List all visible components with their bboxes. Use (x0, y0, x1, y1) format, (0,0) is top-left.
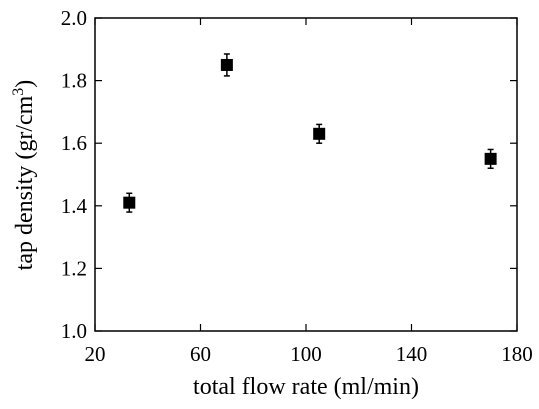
y-tick-label: 1.8 (61, 69, 87, 93)
point (220, 58, 233, 71)
point (123, 196, 136, 209)
y-tick-label: 1.4 (61, 194, 88, 218)
y-label-end: ) (12, 80, 38, 88)
plot-frame (94, 17, 518, 332)
y-label-text: tap density (gr/cm (12, 95, 38, 270)
x-tick-label: 20 (85, 342, 106, 366)
y-axis-label: tap density (gr/cm3) (10, 80, 38, 271)
y-label-sup: 3 (10, 88, 27, 96)
point (313, 127, 326, 140)
point (484, 152, 497, 165)
y-tick-label: 1.2 (61, 256, 87, 280)
y-tick-label: 2.0 (61, 6, 87, 30)
y-tick-label: 1.0 (61, 319, 87, 343)
x-tick-label: 60 (190, 342, 211, 366)
x-axis-label: total flow rate (ml/min) (193, 374, 419, 400)
y-tick-label: 1.6 (61, 131, 87, 155)
x-tick-label: 180 (501, 342, 533, 366)
x-tick-label: 140 (396, 342, 428, 366)
x-tick-label: 100 (290, 342, 322, 366)
